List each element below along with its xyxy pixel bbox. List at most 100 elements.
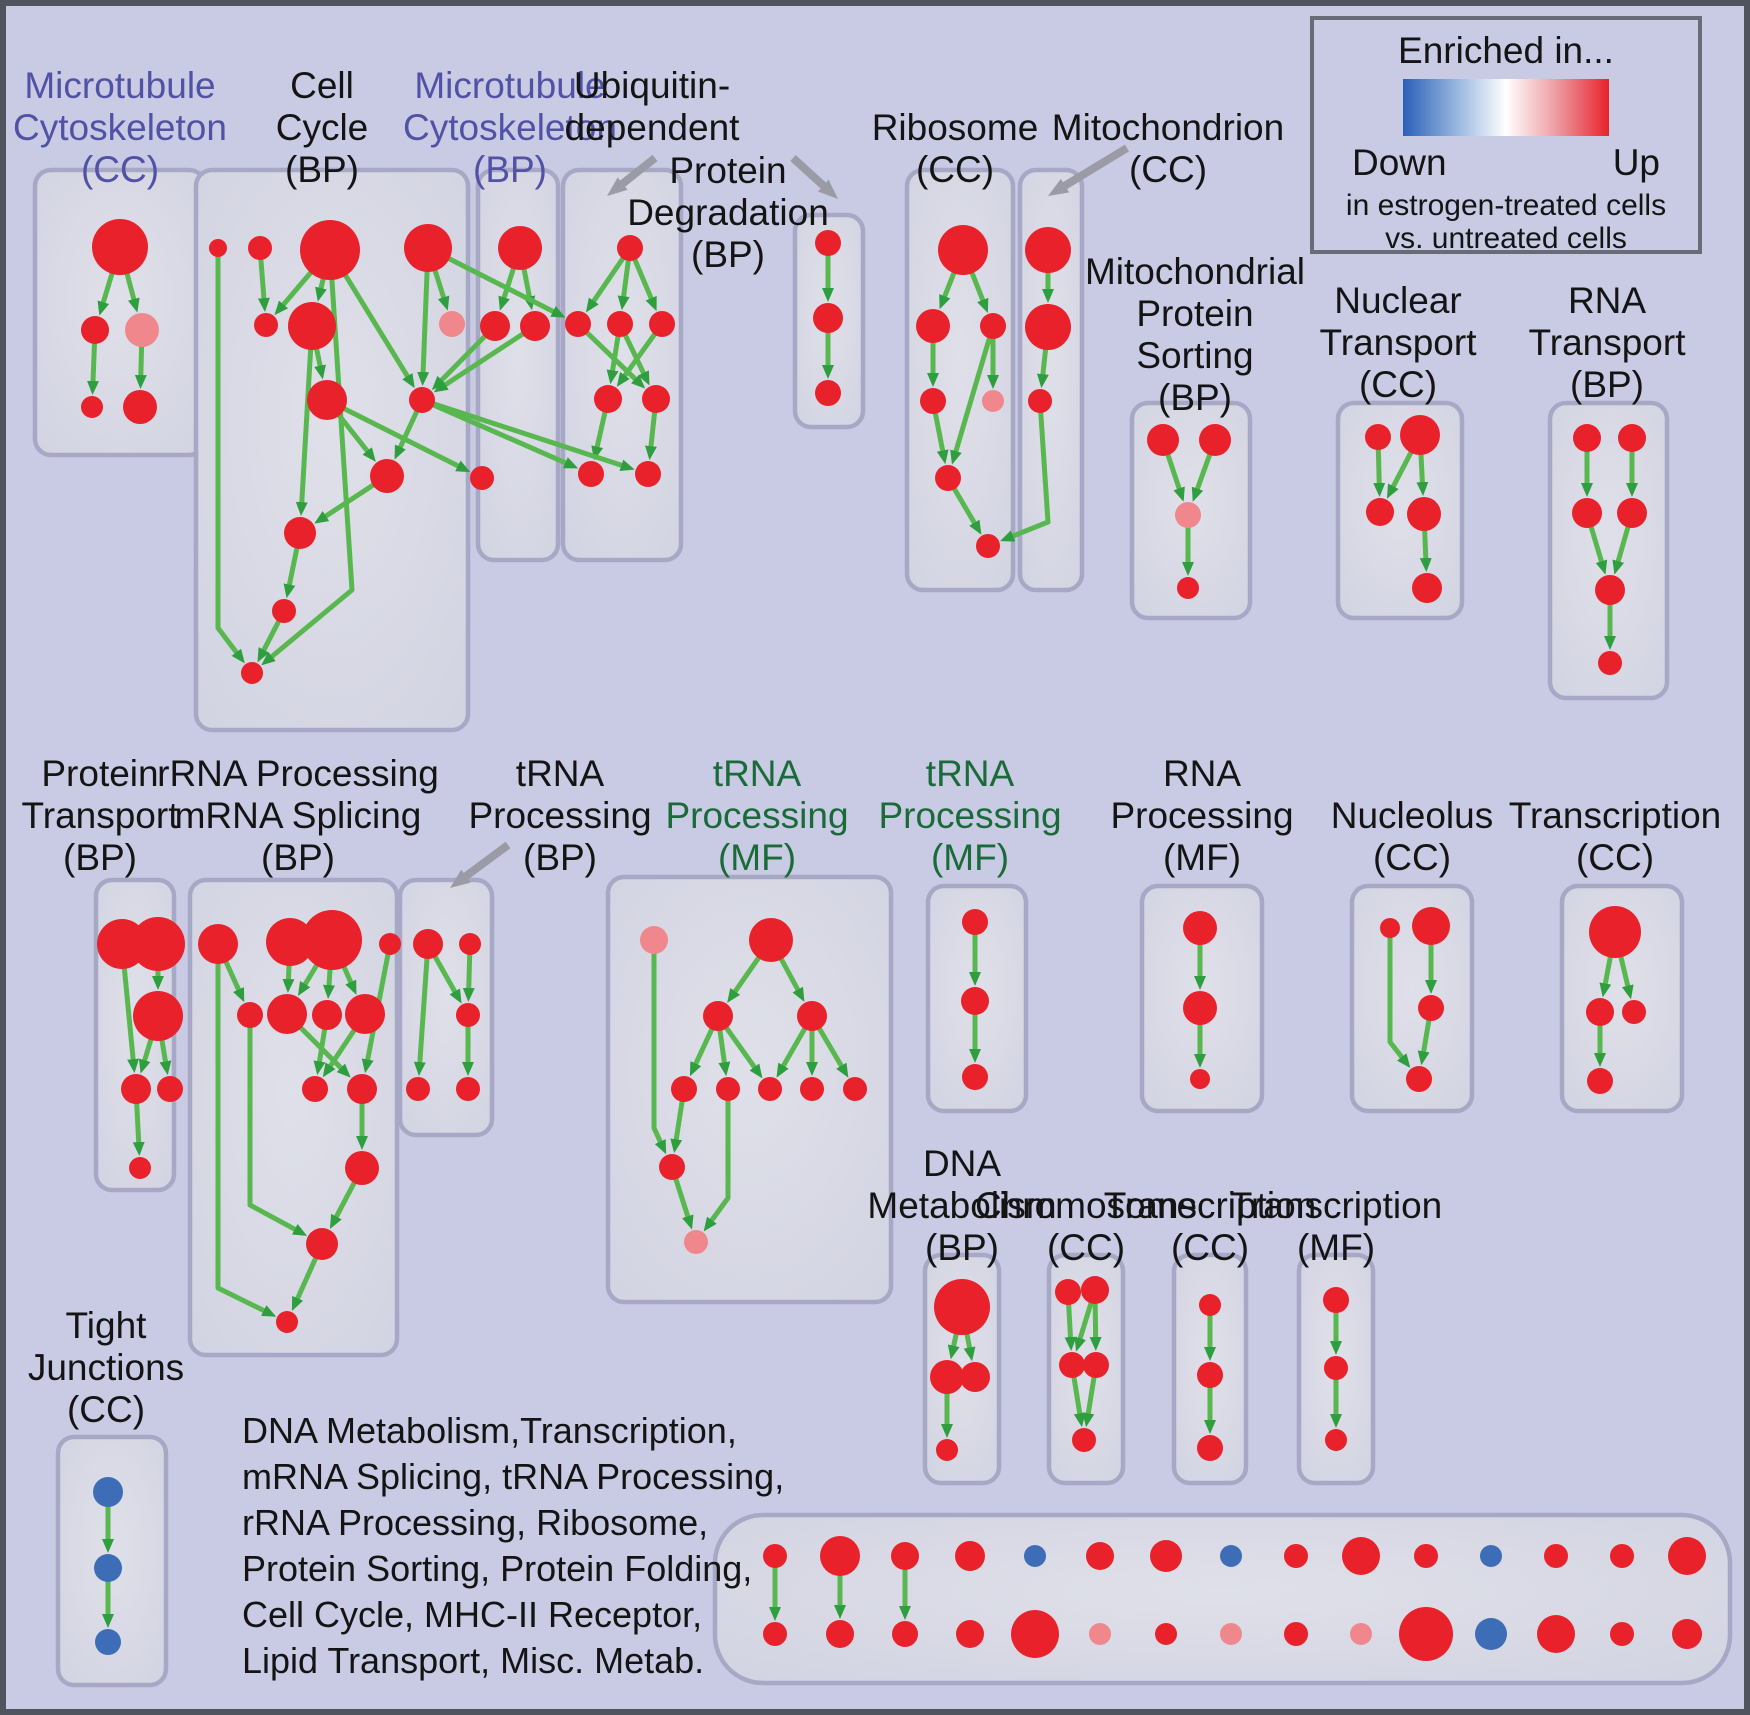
go-term-node-cell-cycle-g: [439, 311, 465, 337]
edge: [247, 1015, 308, 1236]
misc-node-top-10: [1342, 1537, 1380, 1575]
go-term-node-protein-transport-TM: [133, 991, 183, 1041]
go-term-node-trna-mf-big-BB: [749, 918, 793, 962]
go-term-node-nuclear-transport-NT5: [1412, 573, 1442, 603]
edge: [215, 944, 277, 1317]
cluster-label-ubiquitin-part2: Protein Degradation (BP): [627, 150, 829, 275]
cluster-label-microtubule-cytoskeleton-cc: Microtubule Cytoskeleton (CC): [13, 65, 227, 190]
legend-subtitle-2: vs. untreated cells: [1385, 222, 1627, 255]
go-term-node-chromosome-C4: [1083, 1352, 1109, 1378]
go-term-node-nuclear-transport-NT4: [1407, 497, 1441, 531]
go-term-node-mt-cc-B: [81, 316, 109, 344]
go-term-node-nuclear-transport-NT3: [1366, 498, 1394, 526]
go-term-node-nucleolus-y3: [1418, 995, 1444, 1021]
go-term-node-nucleolus-y1: [1380, 918, 1400, 938]
misc-node-top-14: [1610, 1544, 1634, 1568]
go-term-node-dna-metab-D1: [934, 1279, 990, 1335]
cluster-label-trna-processing-mf-2: tRNA Processing (MF): [878, 753, 1061, 878]
cluster-label-rna-processing-mf: RNA Processing (MF): [1110, 753, 1293, 878]
go-term-node-transcription-cc-2-E1: [1199, 1294, 1221, 1316]
misc-node-bottom-10: [1350, 1623, 1372, 1645]
cluster-label-trna-processing-mf-1: tRNA Processing (MF): [665, 753, 848, 878]
misc-node-top-3: [891, 1542, 919, 1570]
go-term-node-nucleolus-y4: [1406, 1066, 1432, 1092]
go-term-node-trna-mf-small-w3: [962, 1064, 988, 1090]
go-term-node-dna-metab-D2: [930, 1360, 964, 1394]
edge: [651, 940, 667, 1155]
misc-node-bottom-8: [1220, 1623, 1242, 1645]
go-term-node-cell-cycle-j: [370, 459, 404, 493]
go-term-node-mito-sort-S1: [1147, 424, 1179, 456]
misc-node-top-12: [1480, 1545, 1502, 1567]
misc-node-top-1: [763, 1544, 787, 1568]
cluster-label-transcription-cc-2: Transcription (CC): [1104, 1185, 1316, 1268]
cluster-label-ubiquitin-part1: Ubiquitin-dependent: [565, 65, 741, 148]
go-term-node-transcription-mf-F2: [1324, 1356, 1348, 1380]
go-term-node-trna-bp-q2: [459, 933, 481, 955]
go-term-node-mito-sort-S3: [1175, 502, 1201, 528]
misc-node-bottom-7: [1155, 1623, 1177, 1645]
go-term-node-transcription-cc-2-E2: [1197, 1362, 1223, 1388]
annotation-line: Lipid Transport, Misc. Metab.: [242, 1640, 705, 1681]
go-term-node-ribosome-R2: [916, 309, 950, 343]
go-term-node-trna-mf-small-w2: [961, 987, 989, 1015]
annotation-line: rRNA Processing, Ribosome,: [242, 1502, 709, 1543]
cluster-label-microtubule-cytoskeleton-bp: Microtubule Cytoskeleton (BP): [403, 65, 617, 190]
go-term-node-mt-cc-E: [123, 390, 157, 424]
misc-node-top-4: [955, 1541, 985, 1571]
go-term-node-trna-mf-big-l5: [843, 1077, 867, 1101]
go-term-node-rrna-r2: [266, 918, 314, 966]
go-term-node-rrna-r3: [302, 910, 362, 970]
misc-clusters-box: [712, 1512, 1733, 1686]
go-term-node-mt-bp-N3: [520, 311, 550, 341]
go-term-node-transcription-mf-F3: [1325, 1429, 1347, 1451]
go-term-node-rrna-r6: [267, 994, 307, 1034]
misc-node-bottom-12: [1475, 1618, 1507, 1650]
edge: [1000, 400, 1051, 542]
go-term-node-rrna-r11: [345, 1151, 379, 1185]
go-term-node-protein-transport-TB: [129, 1157, 151, 1179]
go-term-node-trna-mf-big-l4: [800, 1077, 824, 1101]
go-term-node-dna-metab-D4: [936, 1439, 958, 1461]
go-term-node-transcription-cc-1-z1: [1589, 906, 1641, 958]
go-term-node-trna-mf-small-w1: [962, 909, 988, 935]
misc-node-bottom-4: [956, 1620, 984, 1648]
edge: [420, 397, 579, 469]
legend: Enriched in... Down Up in estrogen-treat…: [1310, 16, 1702, 255]
go-term-node-cell-cycle-k: [284, 517, 316, 549]
go-term-node-ubiq1-B1: [578, 461, 604, 487]
misc-node-top-13: [1544, 1544, 1568, 1568]
go-term-node-rna-transport-RT1: [1573, 424, 1601, 452]
go-term-node-protein-transport-T2: [131, 917, 185, 971]
go-term-node-rna-transport-RT6: [1598, 651, 1622, 675]
go-term-node-transcription-cc-1-z2: [1586, 998, 1614, 1026]
go-term-node-mitochondrion-MT2: [1025, 304, 1071, 350]
go-term-node-ubiq2-V2: [813, 303, 843, 333]
cluster-box-rna-transport: [1547, 400, 1670, 701]
cluster-box-ribosome: [904, 167, 1016, 593]
go-term-node-protein-transport-TL1: [121, 1074, 151, 1104]
misc-node-bottom-6: [1089, 1623, 1111, 1645]
misc-node-bottom-14: [1610, 1622, 1634, 1646]
go-term-node-cell-cycle-e: [254, 313, 278, 337]
go-term-node-rna-transport-RT5: [1595, 575, 1625, 605]
misc-node-bottom-3: [892, 1621, 918, 1647]
go-term-node-rrna-r1: [198, 924, 238, 964]
go-term-node-cell-cycle-i: [409, 387, 435, 413]
cluster-label-rrna-processing-mrna-splicing-bp: rRNA Processing mRNA Splicing (BP): [157, 753, 439, 878]
misc-node-top-8: [1220, 1545, 1242, 1567]
cluster-label-nucleolus-cc: Nucleolus (CC): [1331, 795, 1493, 878]
edge: [215, 248, 245, 664]
misc-node-bottom-9: [1284, 1622, 1308, 1646]
edge: [261, 249, 355, 666]
go-term-node-mt-cc-D: [81, 396, 103, 418]
cluster-box-nucleolus: [1349, 883, 1475, 1114]
go-term-node-protein-transport-TL2: [157, 1076, 183, 1102]
misc-node-top-2: [820, 1536, 860, 1576]
legend-title: Enriched in...: [1398, 30, 1614, 71]
go-term-node-ribosome-R7: [976, 534, 1000, 558]
go-term-node-transcription-cc-2-E3: [1197, 1435, 1223, 1461]
edge: [1387, 928, 1411, 1068]
pointer-arrow: [450, 841, 511, 889]
